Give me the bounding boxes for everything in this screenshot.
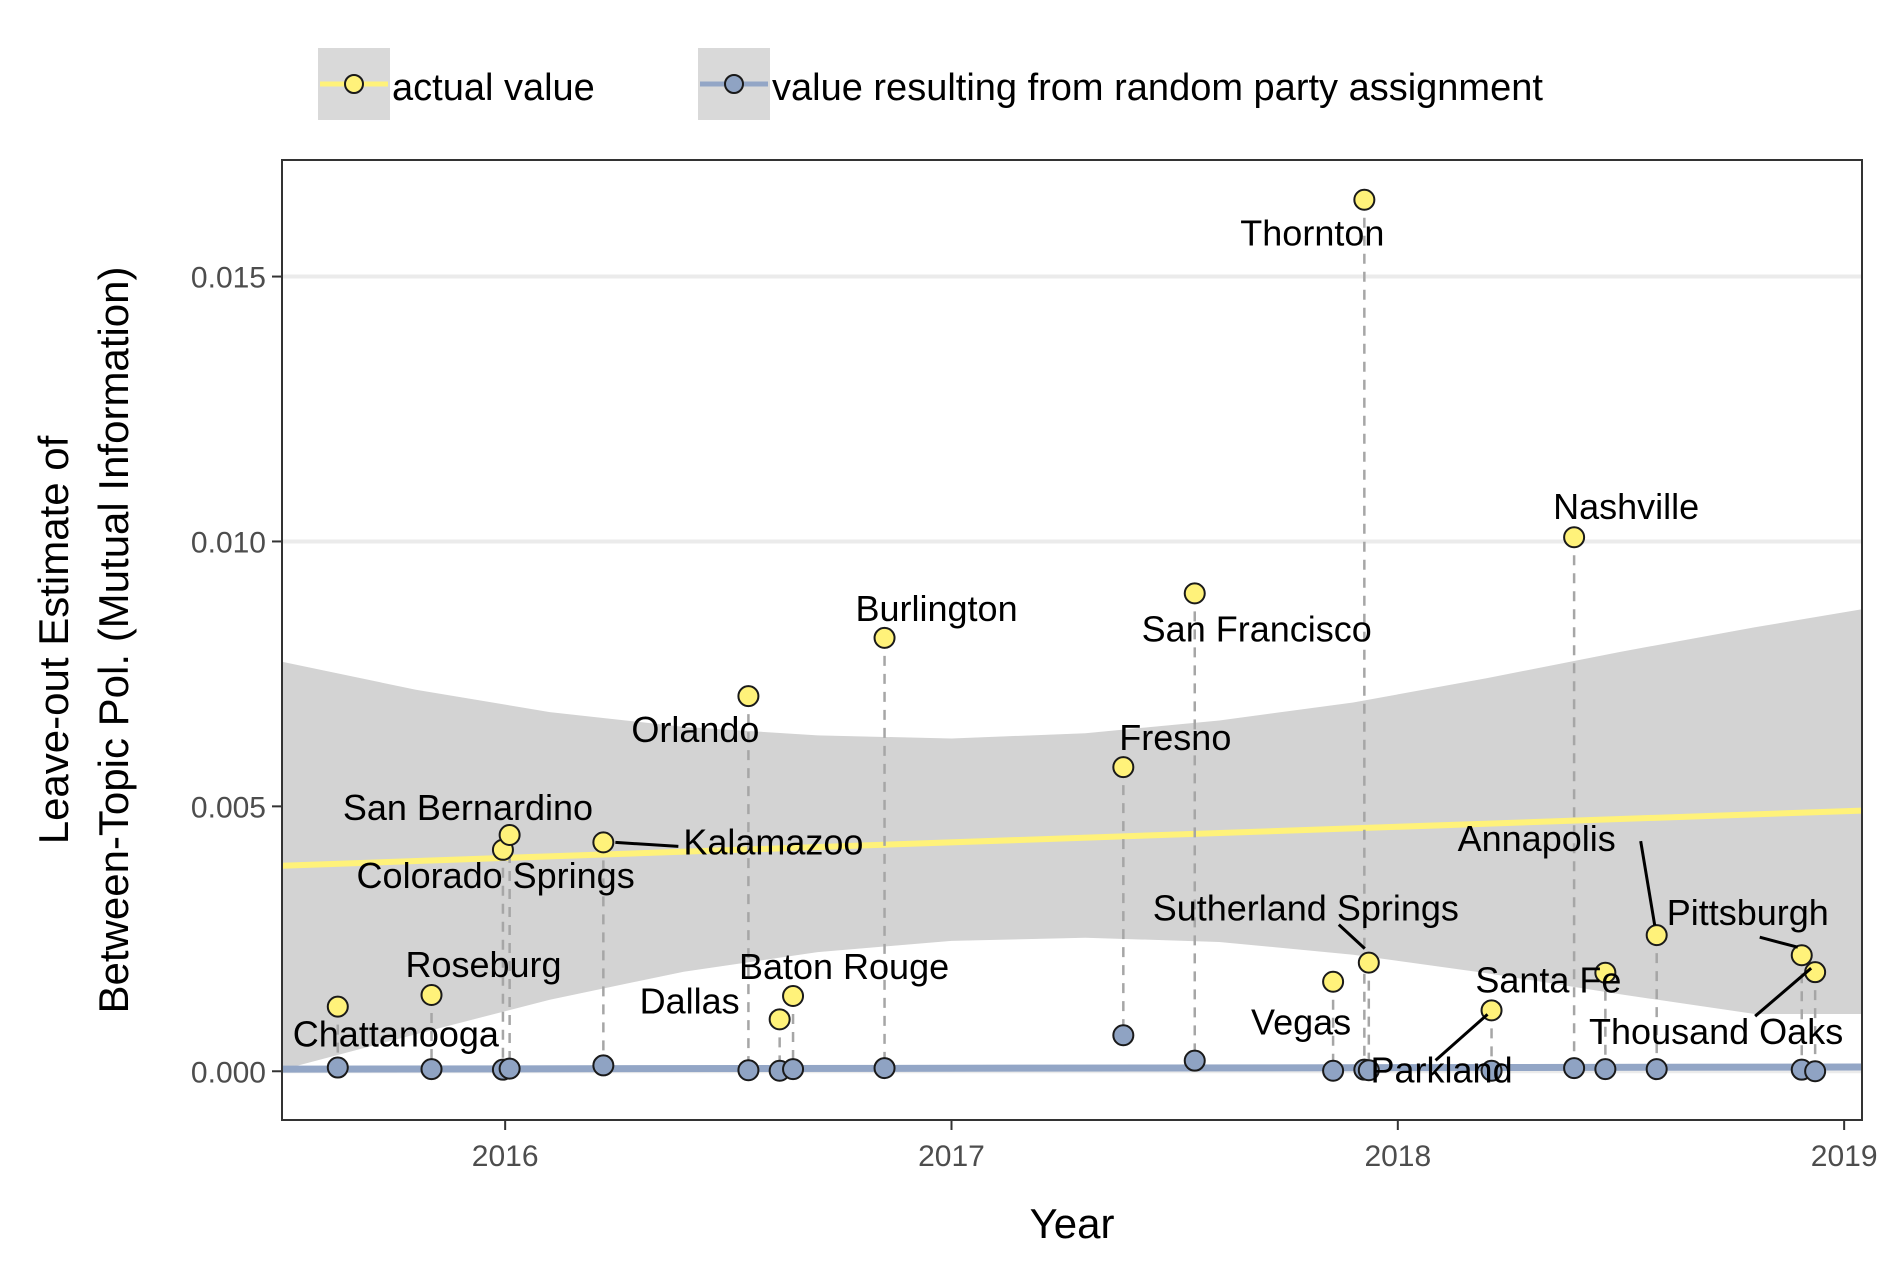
label-connector <box>1754 967 1813 1018</box>
point-actual <box>1645 924 1668 947</box>
point-actual <box>420 983 443 1006</box>
point-random <box>1594 1058 1617 1081</box>
point-random <box>873 1057 896 1080</box>
event-label: Sutherland Springs <box>1153 888 1459 929</box>
point-random <box>782 1058 805 1081</box>
point-random <box>1357 1059 1380 1082</box>
point-actual <box>326 995 349 1018</box>
event-label: Kalamazoo <box>683 821 863 862</box>
event-label: Dallas <box>640 980 740 1021</box>
point-actual <box>1790 944 1813 967</box>
point-random <box>420 1058 443 1081</box>
axes: 0.000 0.005 0.010 0.015 2016 2017 2018 2019 <box>191 262 1878 1173</box>
point-actual <box>782 985 805 1008</box>
point-actual <box>1353 188 1376 211</box>
point-random <box>737 1059 760 1082</box>
point-actual <box>768 1008 791 1031</box>
event-label: Santa Fe <box>1475 960 1621 1001</box>
data-points <box>326 188 1827 1083</box>
event-labels: Chattanooga Roseburg San Bernardino Colorad… <box>293 213 1843 1091</box>
event-label: Colorado Springs <box>357 855 635 896</box>
y-tick-label: 0.000 <box>191 1056 266 1089</box>
plot-border <box>281 159 1863 1121</box>
x-tick-label: 2019 <box>1811 1140 1878 1173</box>
point-actual <box>498 823 521 846</box>
legend-item-actual: actual value <box>318 48 595 120</box>
event-label: Parkland <box>1371 1049 1513 1090</box>
event-label: Roseburg <box>405 944 561 985</box>
event-label: Nashville <box>1553 486 1699 527</box>
point-random <box>498 1057 521 1080</box>
plot-area: Chattanooga Roseburg San Bernardino Colorad… <box>281 159 1863 1121</box>
y-tick-label: 0.015 <box>191 262 266 295</box>
event-label: Burlington <box>855 588 1017 629</box>
y-tick-label: 0.005 <box>191 791 266 824</box>
point-random <box>1322 1059 1345 1082</box>
label-connector <box>1434 1013 1489 1062</box>
legend-key-point-actual <box>344 74 364 94</box>
event-label: Pittsburgh <box>1667 892 1829 933</box>
label-connector <box>1337 923 1366 950</box>
point-random <box>1645 1058 1668 1081</box>
legend-label-random: value resulting from random party assign… <box>772 67 1543 109</box>
trend-line-actual <box>281 807 1863 869</box>
legend-key-point-random <box>724 74 744 94</box>
point-random <box>1183 1049 1206 1072</box>
point-actual <box>737 685 760 708</box>
label-connector <box>1759 935 1799 949</box>
x-axis-title: Year <box>1030 1200 1115 1247</box>
x-tick-label: 2016 <box>472 1140 539 1173</box>
point-actual <box>592 831 615 854</box>
event-label: Chattanooga <box>293 1014 500 1055</box>
point-actual <box>1563 526 1586 549</box>
point-random <box>1563 1057 1586 1080</box>
event-label: Thousand Oaks <box>1589 1011 1843 1052</box>
y-tick-label: 0.010 <box>191 526 266 559</box>
point-actual <box>1322 970 1345 993</box>
event-label: Fresno <box>1119 717 1231 758</box>
event-label: Vegas <box>1251 1002 1351 1043</box>
point-random <box>592 1054 615 1077</box>
label-connector <box>615 840 679 848</box>
label-connector <box>1639 840 1657 926</box>
point-random <box>1112 1024 1135 1047</box>
event-label: Baton Rouge <box>739 946 949 987</box>
x-tick-label: 2018 <box>1364 1140 1431 1173</box>
point-actual <box>1357 951 1380 974</box>
y-axis-title-line-2: Between-Topic Pol. (Mutual Information) <box>90 267 137 1014</box>
event-label: San Francisco <box>1142 608 1372 649</box>
legend-item-random: value resulting from random party assign… <box>698 48 1543 120</box>
event-label: Thornton <box>1240 213 1384 254</box>
legend: actual value value resulting from random… <box>318 48 1543 120</box>
x-tick-label: 2017 <box>918 1140 985 1173</box>
event-label: Annapolis <box>1458 818 1616 859</box>
point-actual <box>1183 582 1206 605</box>
legend-label-actual: actual value <box>392 67 595 109</box>
point-random <box>1480 1059 1503 1082</box>
point-actual <box>1594 961 1617 984</box>
point-random <box>326 1056 349 1079</box>
point-random <box>1804 1060 1827 1083</box>
event-label: San Bernardino <box>343 787 593 828</box>
y-axis-title-line-1: Leave-out Estimate of <box>30 435 77 844</box>
point-actual <box>873 626 896 649</box>
event-label: Orlando <box>631 709 759 750</box>
point-actual <box>1112 756 1135 779</box>
